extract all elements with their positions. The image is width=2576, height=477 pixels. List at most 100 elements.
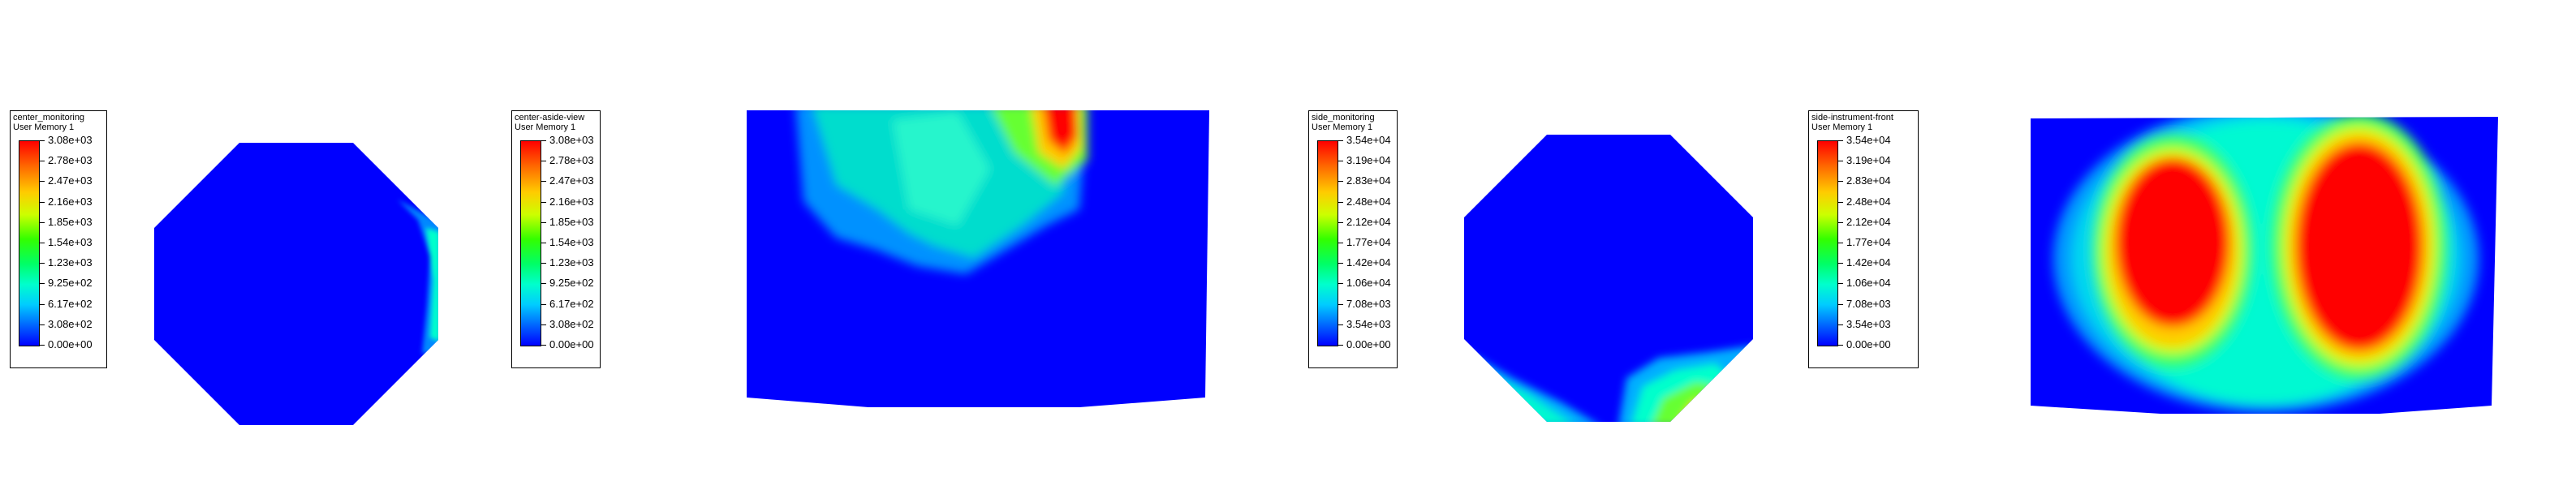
colorbar-label: 6.17e+02 <box>48 297 93 310</box>
colorbar-label: 1.42e+04 <box>1846 256 1891 269</box>
colorbar <box>1317 140 1338 346</box>
colorbar-label: 3.19e+04 <box>1346 154 1391 167</box>
colorbar-label: 1.23e+03 <box>549 256 594 269</box>
colorbar-label: 7.08e+03 <box>1346 297 1391 310</box>
colorbar-label: 1.42e+04 <box>1346 256 1391 269</box>
colorbar-tick <box>1838 324 1843 325</box>
colorbar-label: 2.47e+03 <box>549 174 594 187</box>
colorbar-tick <box>1838 140 1843 141</box>
colorbar <box>520 140 541 346</box>
colorbar-label: 2.47e+03 <box>48 174 93 187</box>
colorbar-tick <box>541 263 546 264</box>
legend-center-aside-view: center-aside-view User Memory 1 3.08e+03… <box>511 110 601 368</box>
colorbar-label: 1.54e+03 <box>48 236 93 248</box>
colorbar-label: 1.06e+04 <box>1846 277 1891 290</box>
colorbar-label: 0.00e+00 <box>549 338 594 350</box>
colorbar-label: 3.08e+03 <box>549 134 594 146</box>
colorbar-label: 3.08e+03 <box>48 134 93 146</box>
colorbar-tick <box>40 140 45 141</box>
colorbar-label: 3.54e+04 <box>1846 134 1891 146</box>
colorbar-label: 0.00e+00 <box>1346 338 1391 350</box>
colorbar-tick <box>541 221 546 223</box>
legend-subtitle: User Memory 1 <box>515 122 576 132</box>
colorbar-tick <box>541 181 546 183</box>
colorbar-label: 1.54e+03 <box>549 236 594 248</box>
colorbar-label: 2.16e+03 <box>48 195 93 208</box>
colorbar-tick <box>541 201 546 203</box>
colorbar-tick <box>541 345 546 346</box>
legend-title: side_monitoring <box>1312 113 1375 122</box>
legend-title: center-aside-view <box>515 113 585 122</box>
contour-plot-side-front <box>2031 117 2498 414</box>
colorbar-label: 9.25e+02 <box>549 277 594 290</box>
legend-subtitle: User Memory 1 <box>1811 122 1873 132</box>
colorbar-label: 6.17e+02 <box>549 297 594 310</box>
colorbar-label: 0.00e+00 <box>1846 338 1891 350</box>
colorbar-tick <box>40 181 45 183</box>
colorbar-tick <box>1338 263 1343 264</box>
colorbar-label: 3.54e+03 <box>1846 317 1891 330</box>
colorbar-tick <box>1838 283 1843 285</box>
colorbar-label: 2.78e+03 <box>48 154 93 167</box>
colorbar-label: 2.16e+03 <box>549 195 594 208</box>
colorbar-tick <box>40 303 45 305</box>
legend-side-monitoring: side_monitoring User Memory 1 3.54e+04 3.… <box>1308 110 1398 368</box>
colorbar <box>1817 140 1838 346</box>
colorbar-tick <box>1338 201 1343 203</box>
colorbar-label: 3.54e+04 <box>1346 134 1391 146</box>
colorbar-tick <box>1838 221 1843 223</box>
colorbar-tick <box>541 324 546 325</box>
colorbar-label: 0.00e+00 <box>48 338 93 350</box>
legend-title: center_monitoring <box>13 113 85 122</box>
colorbar-label: 7.08e+03 <box>1846 297 1891 310</box>
colorbar-label: 2.83e+04 <box>1346 174 1391 187</box>
colorbar-tick <box>1838 303 1843 305</box>
colorbar-tick <box>541 283 546 285</box>
colorbar-label: 2.78e+03 <box>549 154 594 167</box>
colorbar-label: 2.48e+04 <box>1346 195 1391 208</box>
legend-subtitle: User Memory 1 <box>1312 122 1373 132</box>
colorbar-label: 1.06e+04 <box>1346 277 1391 290</box>
colorbar-label: 3.08e+02 <box>549 317 594 330</box>
legend-title: side-instrument-front <box>1811 113 1893 122</box>
colorbar-label: 2.12e+04 <box>1846 215 1891 228</box>
contour-plot-side-top <box>1464 135 1753 422</box>
colorbar-tick <box>541 303 546 305</box>
colorbar-tick <box>1338 140 1343 141</box>
colorbar-tick <box>1338 345 1343 346</box>
colorbar-label: 1.77e+04 <box>1346 236 1391 248</box>
colorbar-label: 3.19e+04 <box>1846 154 1891 167</box>
contour-plot-center-side <box>747 110 1209 407</box>
colorbar-tick <box>40 345 45 346</box>
colorbar-tick <box>40 263 45 264</box>
colorbar-label: 2.83e+04 <box>1846 174 1891 187</box>
colorbar-tick <box>1838 201 1843 203</box>
colorbar-tick <box>1838 263 1843 264</box>
colorbar <box>19 140 40 346</box>
legend-subtitle: User Memory 1 <box>13 122 75 132</box>
colorbar-label: 1.23e+03 <box>48 256 93 269</box>
colorbar-tick <box>40 324 45 325</box>
colorbar-tick <box>541 140 546 141</box>
colorbar-tick <box>1338 221 1343 223</box>
colorbar-label: 2.48e+04 <box>1846 195 1891 208</box>
colorbar-label: 3.08e+02 <box>48 317 93 330</box>
colorbar-label: 3.54e+03 <box>1346 317 1391 330</box>
colorbar-tick <box>1838 345 1843 346</box>
colorbar-label: 1.85e+03 <box>48 215 93 228</box>
colorbar-label: 1.77e+04 <box>1846 236 1891 248</box>
colorbar-label: 9.25e+02 <box>48 277 93 290</box>
contour-plot-center-top <box>154 143 438 425</box>
colorbar-tick <box>40 201 45 203</box>
colorbar-label: 1.85e+03 <box>549 215 594 228</box>
colorbar-tick <box>1338 324 1343 325</box>
legend-side-instrument-front: side-instrument-front User Memory 1 3.54… <box>1808 110 1919 368</box>
colorbar-tick <box>1338 283 1343 285</box>
legend-center-monitoring: center_monitoring User Memory 1 3.08e+03… <box>10 110 107 368</box>
colorbar-tick <box>40 283 45 285</box>
colorbar-tick <box>1338 181 1343 183</box>
colorbar-tick <box>40 221 45 223</box>
colorbar-tick <box>1838 181 1843 183</box>
colorbar-label: 2.12e+04 <box>1346 215 1391 228</box>
colorbar-tick <box>1338 303 1343 305</box>
